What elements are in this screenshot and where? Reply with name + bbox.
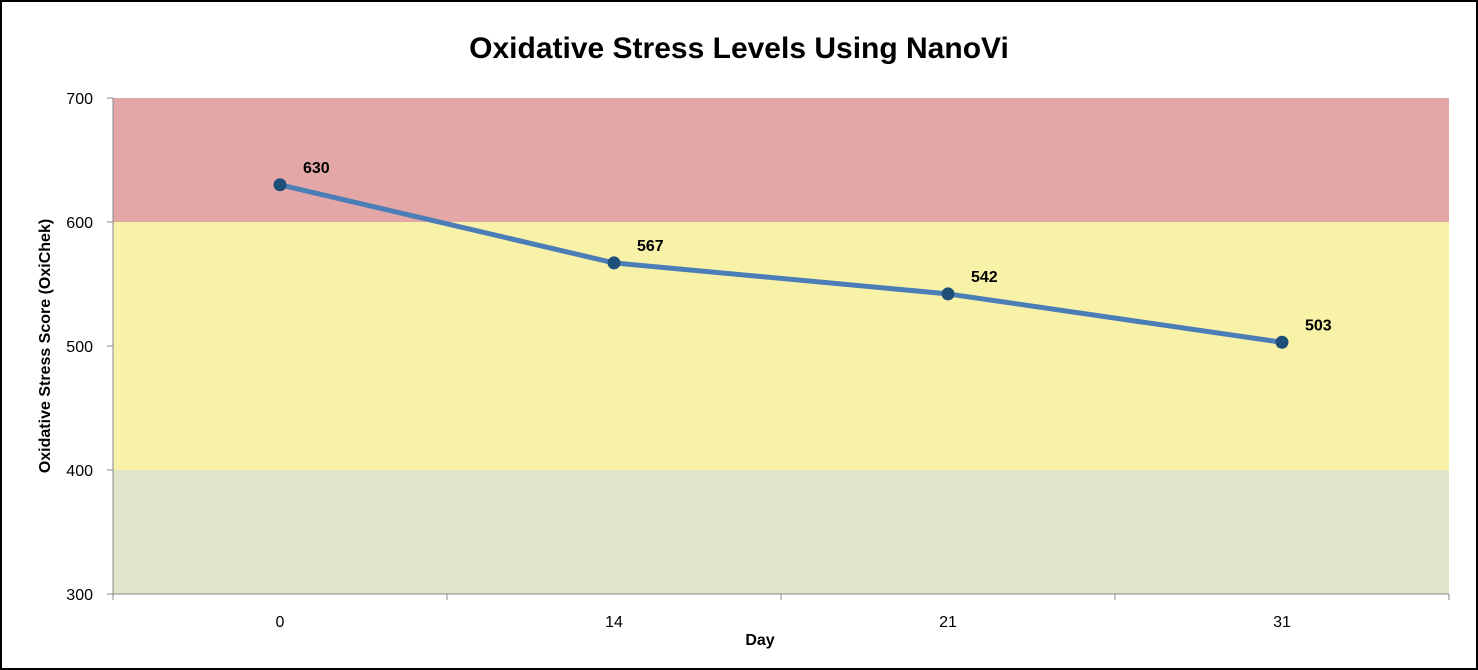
x-tick-label: 21: [939, 614, 957, 631]
data-label: 542: [971, 269, 998, 286]
data-point: [941, 287, 955, 301]
y-axis-ticks: 300 400 500 600 700: [66, 91, 113, 604]
data-labels: 630 567 542 503: [303, 160, 1332, 334]
x-axis-ticks: 0 14 21 31: [112, 594, 1450, 631]
band-2: [113, 470, 1449, 594]
y-tick-label: 600: [66, 215, 93, 232]
y-tick-label: 700: [66, 91, 93, 108]
x-tick-label: 0: [276, 614, 285, 631]
data-label: 567: [637, 238, 664, 255]
y-axis-label: Oxidative Stress Score (OxiChek): [37, 219, 54, 473]
data-point: [273, 178, 287, 192]
y-tick-label: 400: [66, 463, 93, 480]
series-layer: [273, 178, 1289, 349]
x-axis-label: Day: [745, 632, 774, 649]
data-point: [607, 256, 621, 270]
band-1: [113, 222, 1449, 470]
background-bands: [113, 98, 1449, 594]
y-tick-label: 500: [66, 339, 93, 356]
band-0: [113, 98, 1449, 222]
series-line: [279, 182, 1283, 345]
data-label: 503: [1305, 317, 1332, 334]
x-tick-label: 14: [605, 614, 623, 631]
data-point: [1275, 335, 1289, 349]
x-tick-label: 31: [1273, 614, 1291, 631]
y-tick-label: 300: [66, 587, 93, 604]
data-label: 630: [303, 160, 330, 177]
chart-title: Oxidative Stress Levels Using NanoVi: [469, 32, 1009, 65]
